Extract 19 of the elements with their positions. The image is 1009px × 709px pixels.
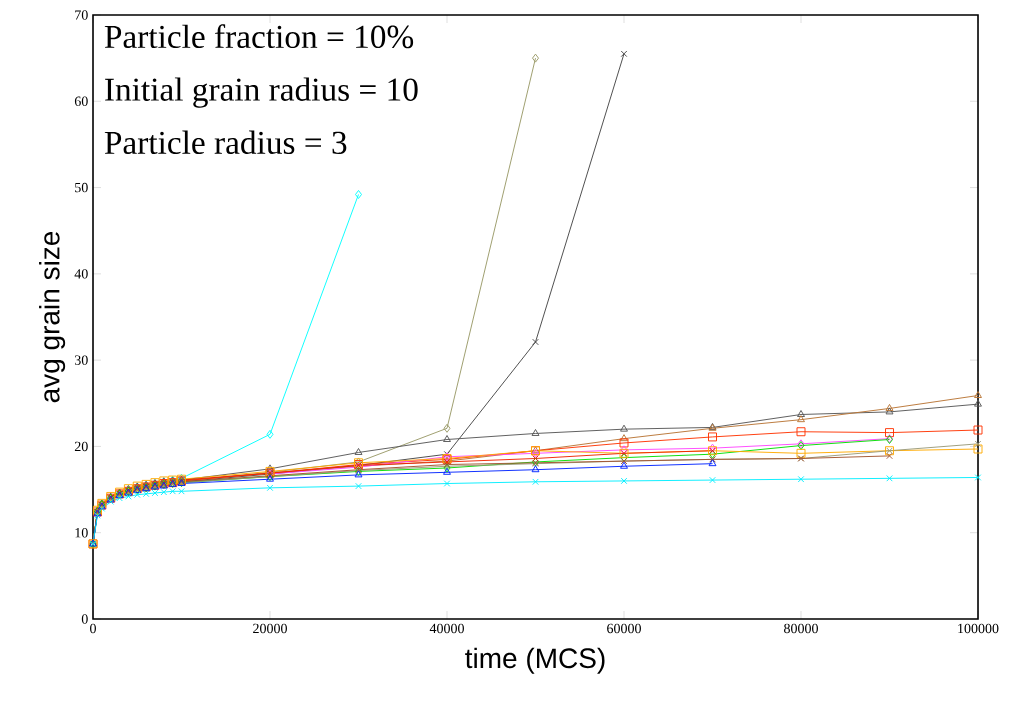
y-tick-label: 30 [74, 355, 88, 365]
y-tick-label: 40 [74, 269, 88, 279]
x-tick-label: 40000 [429, 623, 464, 634]
y-tick-label: 70 [75, 10, 88, 20]
annotation: Particle fraction = 10% [104, 24, 414, 49]
y-tick-label: 60 [74, 96, 88, 107]
y-tick-label: 10 [75, 527, 88, 538]
annotation: Particle radius = 3 [104, 130, 347, 155]
x-axis-title: time (MCS) [465, 647, 605, 674]
x-tick-label: 100000 [958, 623, 999, 634]
y-axis-title: avg grain size [39, 231, 66, 403]
x-tick-label: 20000 [253, 623, 287, 634]
y-tick-label: 50 [75, 182, 88, 193]
annotation: Initial grain radius = 10 [105, 77, 418, 108]
x-tick-label: 80000 [784, 623, 818, 634]
y-tick-label: 20 [74, 441, 88, 452]
y-tick-label: 0 [81, 614, 88, 624]
x-tick-label: 0 [90, 623, 96, 634]
x-tick-label: 60000 [607, 623, 641, 634]
